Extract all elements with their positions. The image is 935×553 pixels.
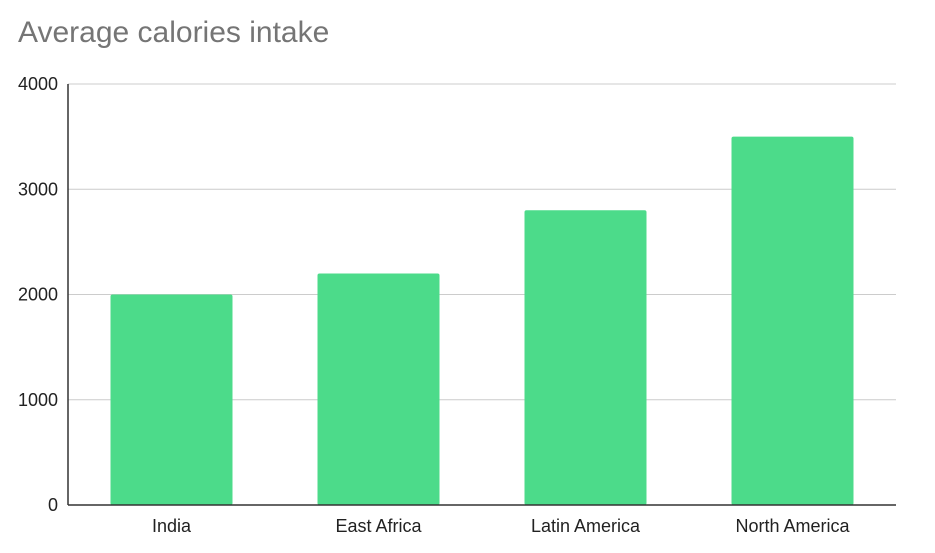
x-tick-label: Latin America [531, 516, 641, 536]
y-tick-label: 0 [48, 495, 58, 515]
bar [110, 294, 233, 505]
y-axis-ticks: 0 1000 2000 3000 4000 [18, 74, 58, 515]
bar [524, 210, 647, 506]
x-tick-label: India [152, 516, 192, 536]
chart-title: Average calories intake [18, 16, 330, 49]
x-axis-ticks: India East Africa Latin America North Ameri… [152, 516, 851, 536]
x-tick-label: East Africa [335, 516, 422, 536]
y-tick-label: 1000 [18, 390, 58, 410]
x-tick-label: North America [735, 516, 850, 536]
y-tick-label: 2000 [18, 285, 58, 305]
y-tick-label: 4000 [18, 74, 58, 94]
y-tick-label: 3000 [18, 179, 58, 199]
bar [731, 136, 854, 505]
bars [110, 136, 854, 506]
bar [317, 273, 440, 505]
axes [67, 84, 896, 506]
